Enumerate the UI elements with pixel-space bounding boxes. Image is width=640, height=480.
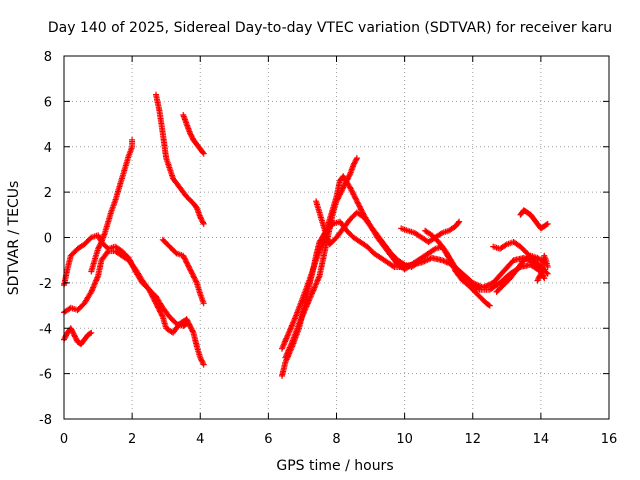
y-tick-label: -2 xyxy=(39,277,52,292)
data-marker-path xyxy=(282,155,360,361)
series-track-4 xyxy=(88,136,136,275)
y-tick-label: 8 xyxy=(44,50,52,65)
y-tick-label: -6 xyxy=(39,368,52,383)
x-tick-label: 8 xyxy=(332,432,340,447)
data-marker-path xyxy=(153,91,207,227)
data-marker-path xyxy=(493,252,548,295)
data-marker-path xyxy=(88,136,136,275)
series-track-7 xyxy=(159,236,207,307)
data-marker-path xyxy=(313,198,422,270)
x-tick-label: 4 xyxy=(196,432,204,447)
series-track-9 xyxy=(279,173,548,352)
series-track-5 xyxy=(153,91,207,227)
data-marker-path xyxy=(422,227,493,309)
data-marker-path xyxy=(534,252,551,284)
series-track-11 xyxy=(313,198,422,270)
x-tick-label: 6 xyxy=(264,432,272,447)
y-tick-label: 0 xyxy=(44,232,52,247)
data-marker-path xyxy=(517,207,551,232)
data-layer xyxy=(61,91,551,379)
series-track-16 xyxy=(517,207,551,232)
series-track-13 xyxy=(422,227,493,309)
y-tick-label: -4 xyxy=(39,322,52,337)
y-tick-label: 6 xyxy=(44,95,52,110)
chart-title: Day 140 of 2025, Sidereal Day-to-day VTE… xyxy=(48,20,612,36)
x-tick-label: 2 xyxy=(128,432,136,447)
data-marker-path xyxy=(159,236,207,307)
x-tick-label: 0 xyxy=(60,432,68,447)
series-track-15 xyxy=(493,252,548,295)
data-marker-path xyxy=(279,173,548,352)
x-tick-label: 12 xyxy=(464,432,481,447)
y-axis-ticks: -8 -6 -4 -2 0 2 4 6 8 xyxy=(39,50,609,428)
series-track-6 xyxy=(180,112,207,157)
x-axis-ticks: 0 2 4 6 8 10 12 14 16 xyxy=(60,56,617,447)
y-tick-label: 2 xyxy=(44,186,52,201)
y-axis-label: SDTVAR / TECUs xyxy=(6,181,22,296)
y-tick-label: -8 xyxy=(39,413,52,428)
series-track-17 xyxy=(534,252,551,284)
series-track-2 xyxy=(61,248,207,368)
x-tick-label: 16 xyxy=(601,432,618,447)
y-tick-label: 4 xyxy=(44,141,52,156)
x-tick-label: 14 xyxy=(533,432,550,447)
series-track-10 xyxy=(282,155,360,361)
x-tick-label: 10 xyxy=(396,432,413,447)
x-axis-label: GPS time / hours xyxy=(276,458,393,474)
data-marker-path xyxy=(61,248,207,368)
data-marker-path xyxy=(180,112,207,157)
